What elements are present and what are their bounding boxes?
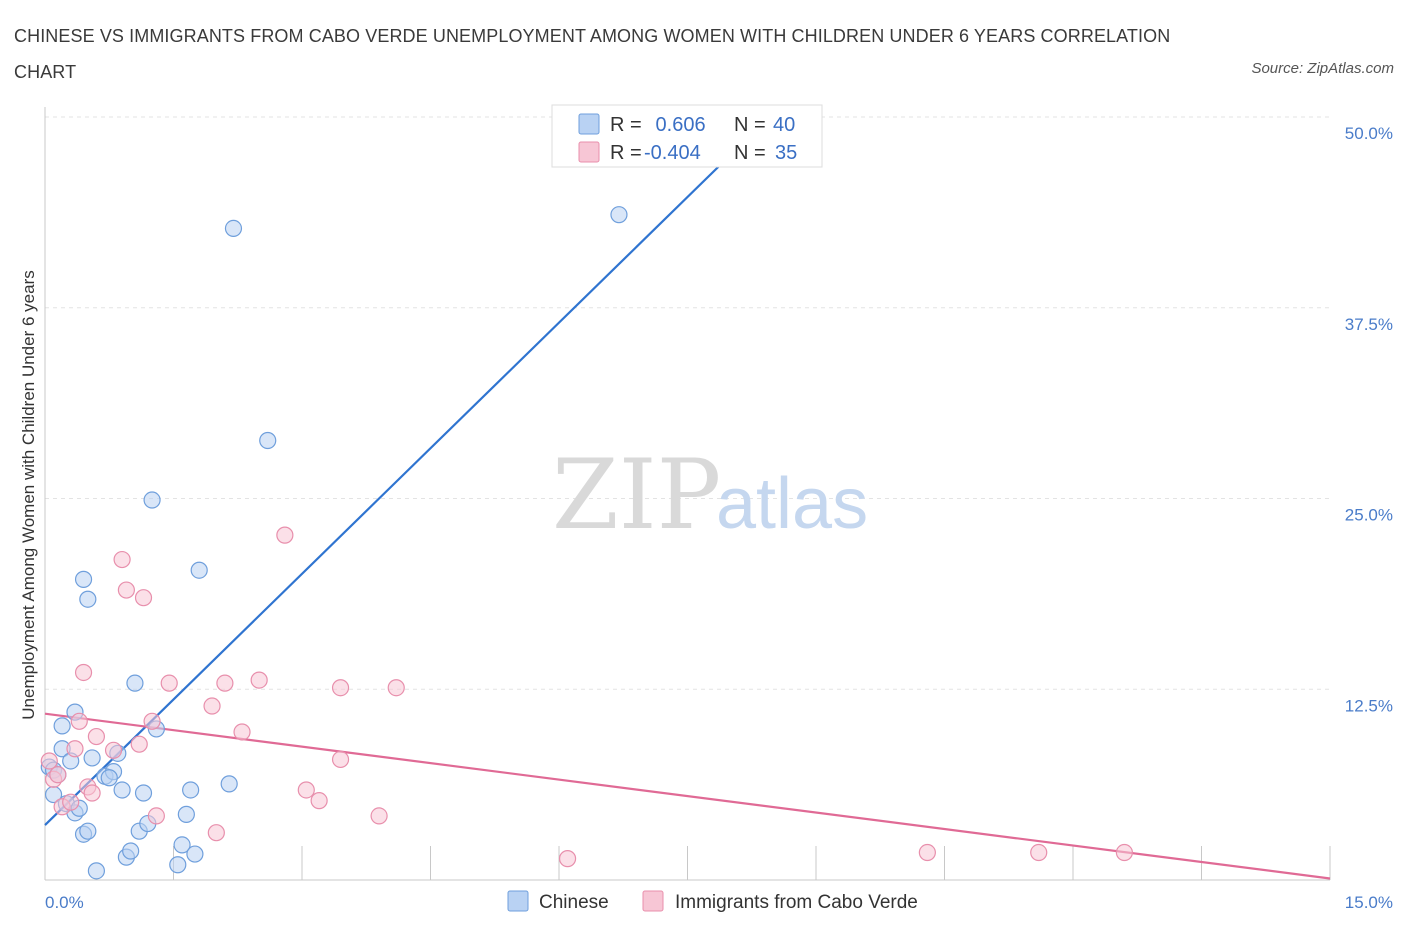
legend-n-label-chinese: N = xyxy=(734,114,766,136)
x-tick-labels: 0.0% 15.0% xyxy=(45,893,1393,912)
cabo-verde-point-6 xyxy=(70,712,88,730)
chinese-point-4 xyxy=(53,717,71,735)
legend-n-value-cabo-verde: 35 xyxy=(775,142,797,164)
cabo-verde-point-33 xyxy=(1030,843,1048,862)
cabo-verde-point-23 xyxy=(250,671,268,689)
cabo-verde-point-29 xyxy=(370,807,388,825)
cabo-verde-point-25 xyxy=(297,781,315,799)
cabo-verde-point-24 xyxy=(276,526,294,544)
y-axis-label: Unemployment Among Women with Children U… xyxy=(19,270,38,719)
y-tick-label-0: 12.5% xyxy=(1345,696,1393,715)
chart-title: CHINESE VS IMMIGRANTS FROM CABO VERDE UN… xyxy=(14,26,1171,82)
trend-lines xyxy=(44,154,1331,880)
chinese-point-33 xyxy=(186,845,204,863)
cabo-verde-point-11 xyxy=(104,741,123,759)
watermark-atlas: atlas xyxy=(716,464,868,544)
grid-lines xyxy=(45,116,1330,690)
cabo-verde-point-30 xyxy=(387,679,405,697)
legend-r-value-cabo-verde: -0.404 xyxy=(644,142,701,164)
data-points xyxy=(40,206,1134,880)
cabo-verde-point-17 xyxy=(147,807,165,825)
x-tick-label-1: 15.0% xyxy=(1345,893,1393,912)
cabo-verde-point-13 xyxy=(117,581,135,599)
cabo-verde-point-27 xyxy=(331,679,350,697)
chinese-point-12 xyxy=(74,570,93,588)
chinese-point-39 xyxy=(100,769,118,787)
chinese-point-34 xyxy=(190,561,208,579)
chinese-point-38 xyxy=(610,206,628,224)
axes xyxy=(44,107,1331,881)
cabo-verde-point-16 xyxy=(143,712,161,730)
cabo-verde-point-12 xyxy=(113,550,131,569)
y-tick-label-1: 25.0% xyxy=(1345,506,1393,525)
cabo-verde-point-34 xyxy=(1115,843,1134,862)
cabo-verde-point-31 xyxy=(558,850,577,868)
y-tick-labels: 12.5% 25.0% 37.5% 50.0% xyxy=(1345,124,1393,715)
cabo-verde-point-10 xyxy=(87,727,106,746)
cabo-verde-point-2 xyxy=(49,766,67,784)
chinese-point-27 xyxy=(143,491,161,509)
cabo-verde-point-22 xyxy=(233,723,251,741)
chinese-point-30 xyxy=(173,836,191,854)
cabo-verde-point-4 xyxy=(62,793,80,811)
legend-r-label-chinese: R = xyxy=(610,114,642,136)
x-tick-label-0: 0.0% xyxy=(45,893,84,912)
chinese-point-37 xyxy=(259,431,277,450)
legend-r-label-cabo-verde: R = xyxy=(610,142,642,164)
chinese-point-36 xyxy=(224,219,243,237)
legend-r-value-chinese: 0.606 xyxy=(650,114,706,136)
cabo-verde-point-32 xyxy=(918,843,936,862)
legend-swatch-cabo-verde xyxy=(578,141,600,163)
chinese-point-32 xyxy=(182,781,200,799)
cabo-verde-point-20 xyxy=(207,824,225,842)
cabo-verde-point-9 xyxy=(83,784,101,802)
correlation-legend: R = 0.606 N = 40 R = -0.404 N = 35 xyxy=(551,104,823,168)
legend-swatch-chinese xyxy=(578,113,600,135)
chinese-point-23 xyxy=(126,674,144,692)
cabo-verde-point-26 xyxy=(310,792,328,810)
cabo-verde-point-28 xyxy=(331,750,350,769)
series-legend-swatch-cabo-verde xyxy=(642,890,664,912)
chinese-point-22 xyxy=(122,842,140,860)
cabo-verde-point-5 xyxy=(66,740,84,758)
cabo-verde-point-21 xyxy=(216,674,234,692)
chinese-point-20 xyxy=(113,781,131,799)
y-tick-label-2: 37.5% xyxy=(1345,315,1393,334)
series-legend-label-chinese: Chinese xyxy=(539,892,609,913)
chinese-point-29 xyxy=(169,856,187,874)
series-legend-label-cabo-verde: Immigrants from Cabo Verde xyxy=(675,892,918,913)
chinese-point-14 xyxy=(79,822,97,840)
cabo-verde-point-7 xyxy=(74,663,93,682)
legend-n-label-cabo-verde: N = xyxy=(734,142,766,164)
series-legend: Chinese Immigrants from Cabo Verde xyxy=(507,890,918,913)
chinese-point-15 xyxy=(83,749,101,767)
cabo-verde-point-0 xyxy=(40,752,58,770)
chinese-point-31 xyxy=(177,805,195,823)
cabo-verde-point-15 xyxy=(134,589,153,607)
watermark-zip: ZIP xyxy=(552,439,721,551)
cabo-verde-point-18 xyxy=(160,674,178,692)
y-tick-label-3: 50.0% xyxy=(1345,124,1393,143)
chart-source: Source: ZipAtlas.com xyxy=(1251,60,1394,77)
legend-n-value-chinese: 40 xyxy=(773,114,795,136)
cabo-verde-point-19 xyxy=(203,697,221,715)
series-legend-swatch-chinese xyxy=(507,890,529,912)
chinese-point-13 xyxy=(79,590,97,608)
cabo-verde-trend-line xyxy=(44,712,1331,880)
chinese-trend-line xyxy=(44,154,732,826)
chinese-point-16 xyxy=(87,862,106,880)
chinese-point-25 xyxy=(134,784,153,802)
cabo-verde-point-14 xyxy=(130,735,148,753)
chinese-point-35 xyxy=(220,775,238,793)
